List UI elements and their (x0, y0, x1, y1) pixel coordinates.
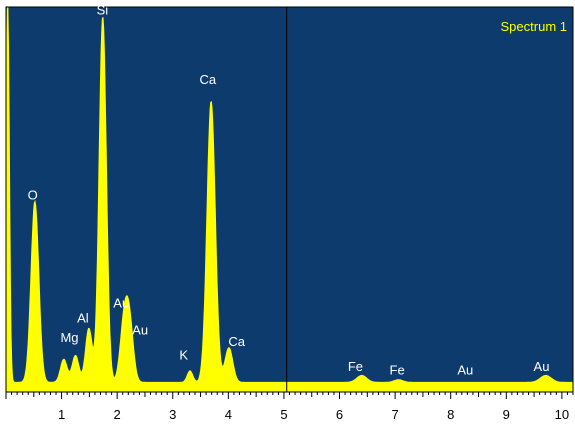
peak-label-au: Au (534, 359, 550, 374)
peak-label-k: K (179, 347, 188, 362)
x-tick-label: 4 (225, 407, 232, 422)
peak-label-au: Au (113, 295, 129, 310)
peak-label-au: Au (132, 322, 148, 337)
x-tick-label: 7 (392, 407, 399, 422)
x-tick-label: 10 (555, 407, 569, 422)
peak-label-si: Si (97, 3, 109, 18)
peak-label-mg: Mg (60, 330, 78, 345)
x-tick-label: 5 (280, 407, 287, 422)
peak-label-o: O (28, 188, 38, 203)
x-axis-ticks: 1 2 3 4 5 6 7 8 9 10 (5, 392, 574, 422)
x-tick-label: 8 (447, 407, 454, 422)
peak-label-au: Au (457, 363, 473, 378)
x-tick-label: 9 (503, 407, 510, 422)
peak-label-ca: Ca (199, 72, 216, 87)
peak-label-fe: Fe (390, 363, 405, 378)
x-tick-label: 3 (169, 407, 176, 422)
spectrum-1-area (5, 6, 574, 393)
legend-spectrum-1: Spectrum 1 (501, 19, 567, 34)
x-tick-label: 6 (336, 407, 343, 422)
spectrum-layer (5, 6, 574, 393)
peak-label-ca: Ca (228, 334, 245, 349)
peak-label-al: Al (77, 311, 89, 326)
x-tick-label: 1 (58, 407, 65, 422)
peak-label-fe: Fe (348, 359, 363, 374)
x-tick-label: 2 (114, 407, 121, 422)
